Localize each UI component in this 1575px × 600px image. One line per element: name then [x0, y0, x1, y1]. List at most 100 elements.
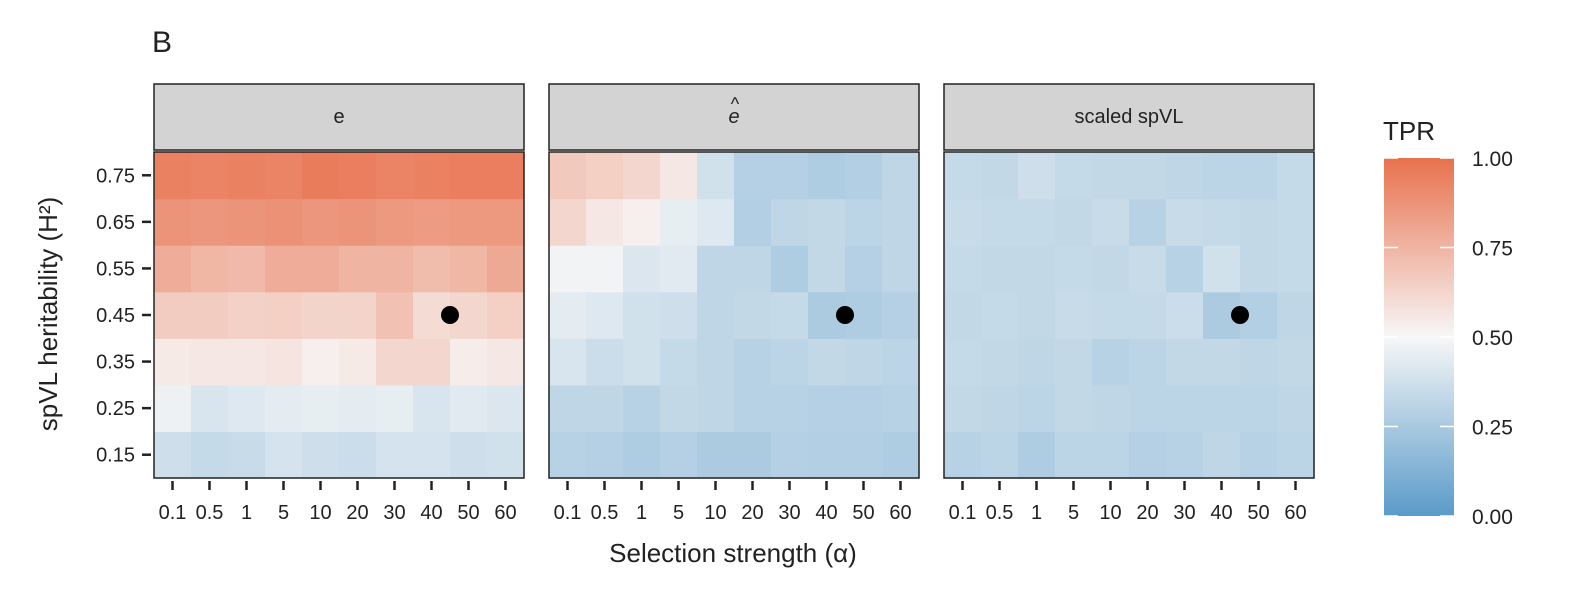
heatmap-cell — [1018, 338, 1056, 386]
heatmap-cell — [1277, 152, 1315, 200]
heatmap-cell — [154, 245, 192, 293]
heatmap-cell — [882, 291, 920, 339]
heatmap-cell — [487, 198, 525, 246]
x-tick-label: 20 — [346, 502, 368, 524]
heatmap-cell — [981, 152, 1019, 200]
heatmap-cell — [586, 384, 624, 433]
heatmap-cell — [1203, 198, 1241, 246]
heatmap-cell — [734, 245, 772, 293]
highlight-marker — [441, 306, 459, 324]
heatmap-cell — [549, 198, 587, 246]
heatmap-cell — [771, 245, 809, 293]
heatmap-cell — [1166, 384, 1204, 433]
panel-frame — [943, 151, 1315, 479]
heatmap-cell — [549, 245, 587, 293]
heatmap-cell — [1055, 152, 1093, 200]
heatmap-cell — [1277, 245, 1315, 293]
heatmap-cell — [549, 152, 587, 200]
heatmap-cell — [697, 291, 735, 339]
heatmap-cell — [549, 338, 587, 386]
heatmap-cell — [339, 291, 377, 339]
y-tick-label: 0.25 — [96, 398, 135, 420]
heatmap-cell — [376, 198, 414, 246]
heatmap-cell — [1018, 152, 1056, 200]
heatmap-cell — [1240, 384, 1278, 433]
heatmap-cell — [586, 431, 624, 479]
heatmap-cell — [845, 152, 883, 200]
heatmap-cell — [808, 338, 846, 386]
heatmap-cell — [697, 152, 735, 200]
heatmap-cell — [771, 291, 809, 339]
heatmap-cell — [944, 291, 982, 339]
heatmap-cell — [1166, 431, 1204, 479]
heatmap-cell — [944, 431, 982, 479]
heatmap-cell — [1203, 338, 1241, 386]
x-tick-label: 30 — [383, 502, 405, 524]
heatmap-cell — [808, 198, 846, 246]
panel-frame — [548, 151, 920, 479]
heatmap-cell — [845, 431, 883, 479]
heatmap-cell — [697, 338, 735, 386]
heatmap-cell — [1277, 431, 1315, 479]
heatmap-cell — [1055, 431, 1093, 479]
heatmap-cell — [376, 384, 414, 433]
heatmap-cell — [1129, 291, 1167, 339]
heatmap-cell — [586, 291, 624, 339]
x-tick-label: 1 — [636, 502, 647, 524]
heatmap-cell — [1240, 431, 1278, 479]
heatmap-cell — [487, 245, 525, 293]
heatmap-cell — [734, 198, 772, 246]
y-tick-label: 0.75 — [96, 165, 135, 187]
heatmap-cell — [882, 338, 920, 386]
heatmap-cell — [882, 152, 920, 200]
legend-tick-label: 0.00 — [1472, 506, 1513, 529]
heatmap-cell — [191, 431, 229, 479]
heatmap-cell — [265, 245, 303, 293]
heatmap-cell — [1018, 245, 1056, 293]
heatmap-cell — [1240, 152, 1278, 200]
heatmap-cell — [191, 291, 229, 339]
heatmap-cell — [734, 384, 772, 433]
legend-tick-label: 0.75 — [1472, 238, 1513, 261]
heatmap-cell — [1277, 291, 1315, 339]
heatmap-cell — [697, 431, 735, 479]
heatmap-cell — [376, 245, 414, 293]
facet-title: scaled spVL — [1075, 106, 1184, 128]
heatmap-cell — [339, 245, 377, 293]
heatmap-cell — [981, 384, 1019, 433]
heatmap-cell — [1129, 152, 1167, 200]
heatmap-cell — [1055, 198, 1093, 246]
heatmap-cell — [1129, 338, 1167, 386]
x-tick-label: 50 — [457, 502, 479, 524]
heatmap-cell — [734, 338, 772, 386]
facet-title: e — [728, 106, 739, 128]
heatmap-cell — [191, 152, 229, 200]
x-tick-label: 40 — [420, 502, 442, 524]
heatmap-cell — [450, 245, 488, 293]
heatmap-cell — [1277, 384, 1315, 433]
y-tick-label: 0.35 — [96, 352, 135, 374]
heatmap-cell — [660, 338, 698, 386]
heatmap-cell — [154, 384, 192, 433]
heatmap-cell — [302, 338, 340, 386]
heatmap-cell — [771, 431, 809, 479]
heatmap-cell — [1240, 245, 1278, 293]
heatmap-cell — [376, 291, 414, 339]
heatmap-cell — [302, 431, 340, 479]
heatmap-cell — [1166, 198, 1204, 246]
x-tick-label: 5 — [1068, 502, 1079, 524]
heatmap-cell — [623, 431, 661, 479]
heatmap-cell — [981, 431, 1019, 479]
facet-strip — [943, 83, 1315, 151]
heatmap-cell — [450, 152, 488, 200]
heatmap-cell — [1277, 338, 1315, 386]
heatmap-cell — [623, 384, 661, 433]
heatmap-cell — [1166, 291, 1204, 339]
y-tick-label: 0.15 — [96, 445, 135, 467]
heatmap-cell — [623, 245, 661, 293]
legend-tick-label: 0.25 — [1472, 417, 1513, 440]
heatmap-cell — [808, 431, 846, 479]
heatmap-cell — [376, 152, 414, 200]
heatmap-cell — [808, 384, 846, 433]
heatmap-cell — [265, 291, 303, 339]
